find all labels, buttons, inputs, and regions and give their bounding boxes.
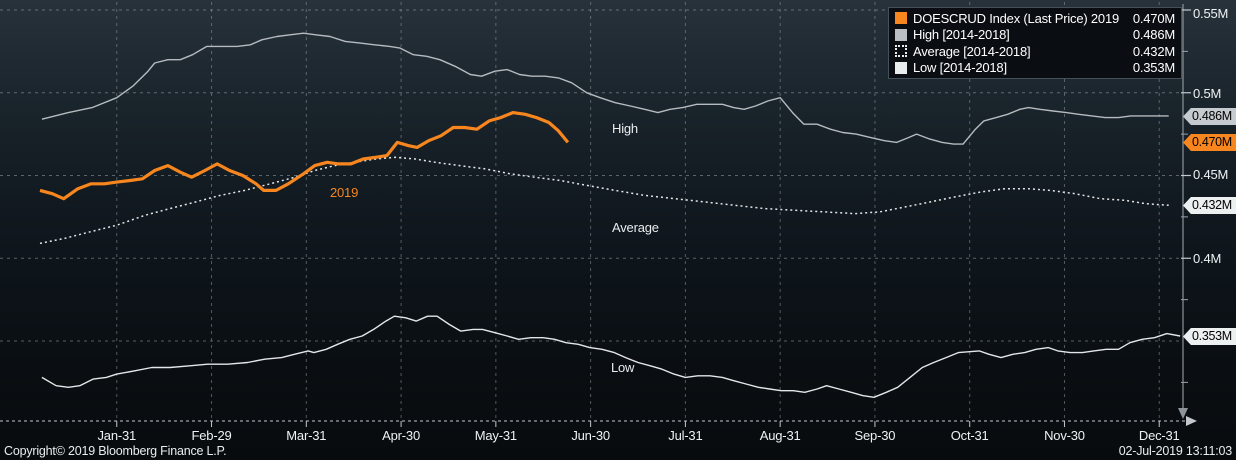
x-axis-label: Aug-31 — [759, 428, 801, 443]
y-axis-label: 0.5M — [1193, 86, 1222, 101]
legend-label: Low [2014-2018] — [913, 60, 1007, 76]
average-value-badge: 0.432M — [1183, 197, 1236, 214]
x-axis-label: Mar-31 — [286, 428, 327, 443]
x-axis-label: Oct-31 — [950, 428, 989, 443]
x-axis-label: Feb-29 — [191, 428, 232, 443]
high-series-label: High — [612, 121, 638, 136]
timestamp-text: 02-Jul-2019 13:11:03 — [1118, 444, 1232, 458]
legend-item-average[interactable]: Average [2014-2018] 0.432M — [895, 44, 1175, 59]
copyright-text: Copyright© 2019 Bloomberg Finance L.P. — [4, 444, 227, 458]
series-line-average-2014-2018[interactable] — [39, 156, 1169, 245]
legend-item-high[interactable]: High [2014-2018] 0.486M — [895, 27, 1175, 42]
white-swatch-icon — [895, 61, 907, 74]
average-series-label: Average — [612, 220, 659, 235]
chart-legend: DOESCRUD Index (Last Price) 2019 0.470M … — [888, 7, 1182, 79]
x-axis-arrow-icon — [1186, 416, 1197, 426]
legend-item-2019[interactable]: DOESCRUD Index (Last Price) 2019 0.470M — [895, 11, 1175, 26]
series-line-high-2014-2018[interactable] — [41, 32, 1169, 145]
legend-value: 0.486M — [1132, 27, 1175, 43]
y-axis-label: 0.55M — [1193, 6, 1229, 21]
gray-swatch-icon — [895, 28, 907, 41]
low-series-label: Low — [611, 360, 635, 375]
y-axis-label: 0.4M — [1193, 251, 1222, 266]
series-line-doescrud-index-last-price-2019[interactable] — [39, 111, 570, 201]
x-axis-label: Nov-30 — [1044, 428, 1085, 443]
x-axis-label: Jan-31 — [97, 428, 137, 443]
x-axis-label: May-31 — [474, 428, 517, 443]
legend-label: High [2014-2018] — [913, 27, 1010, 43]
high-value-badge: 0.486M — [1183, 108, 1236, 125]
last-price-badge: 0.470M — [1183, 134, 1236, 151]
legend-label: Average [2014-2018] — [913, 43, 1031, 59]
x-axis-label: Sep-30 — [854, 428, 896, 443]
orange-swatch-icon — [895, 12, 907, 25]
legend-item-low[interactable]: Low [2014-2018] 0.353M — [895, 60, 1175, 75]
legend-value: 0.470M — [1132, 10, 1175, 26]
legend-value: 0.353M — [1132, 60, 1175, 76]
x-axis-label: Apr-30 — [382, 428, 420, 443]
dotted-swatch-icon — [895, 45, 907, 58]
series-line-low-2014-2018[interactable] — [41, 315, 1181, 398]
y-axis-arrow-icon — [1178, 408, 1188, 419]
year-2019-label: 2019 — [330, 185, 359, 200]
y-axis-label: 0.45M — [1193, 167, 1229, 182]
legend-label: DOESCRUD Index (Last Price) 2019 — [913, 10, 1120, 26]
x-axis-label: Jul-31 — [668, 428, 703, 443]
x-axis-label: Jun-30 — [571, 428, 610, 443]
low-value-badge: 0.353M — [1183, 328, 1236, 345]
x-axis-label: Dec-31 — [1138, 428, 1180, 443]
legend-value: 0.432M — [1132, 43, 1175, 59]
